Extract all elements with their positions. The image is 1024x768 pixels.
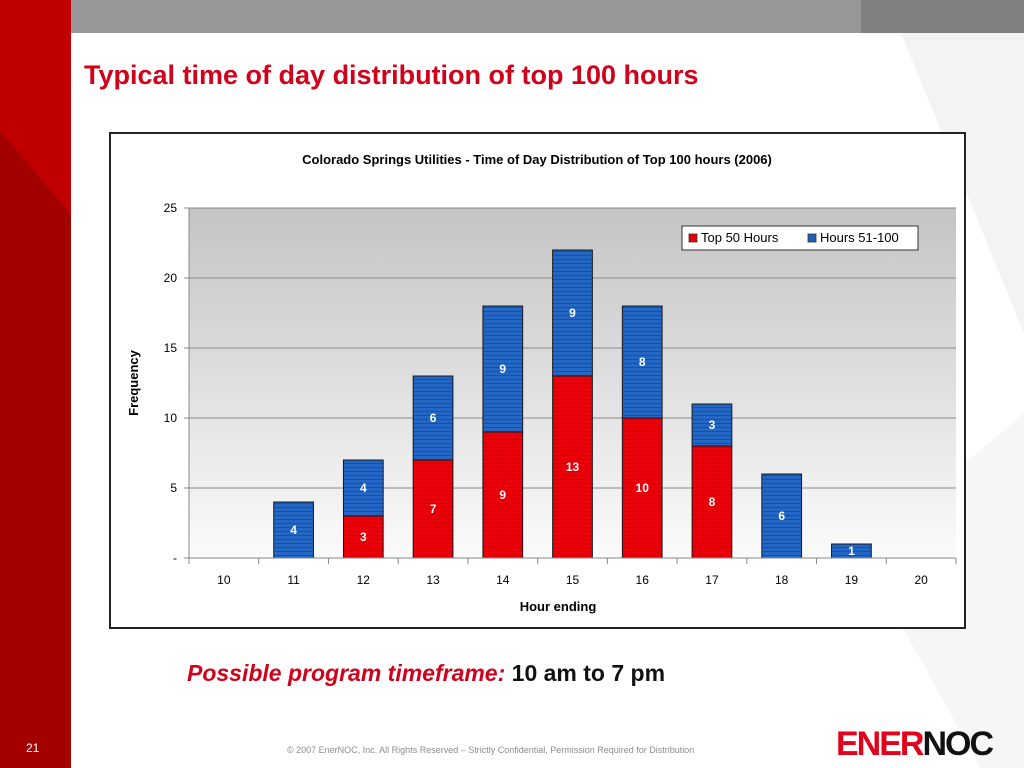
x-tick-label: 20 xyxy=(914,573,928,587)
data-label: 10 xyxy=(636,481,650,495)
bar-segment xyxy=(482,305,524,433)
y-tick-label: 10 xyxy=(164,411,178,425)
x-tick-label: 17 xyxy=(705,573,719,587)
program-timeframe-label: Possible program timeframe: xyxy=(187,660,506,686)
x-tick-label: 13 xyxy=(426,573,440,587)
legend-label-top50: Top 50 Hours xyxy=(701,230,779,245)
y-axis-title: Frequency xyxy=(126,349,141,416)
y-tick-label: 5 xyxy=(170,481,177,495)
bar-segment xyxy=(621,417,663,559)
data-label: 7 xyxy=(430,502,437,516)
x-tick-label: 19 xyxy=(845,573,859,587)
data-label: 8 xyxy=(639,355,646,369)
data-label: 3 xyxy=(360,530,367,544)
enernoc-logo: ENERNOC xyxy=(836,724,994,764)
y-axis-ticks: - 5 10 15 20 25 xyxy=(164,201,190,565)
legend-swatch-top50 xyxy=(688,233,698,243)
bar-segment xyxy=(691,403,733,447)
data-labels: 4 3 4 7 6 9 9 13 9 10 8 8 3 6 1 xyxy=(290,306,855,558)
data-label: 13 xyxy=(566,460,580,474)
data-label: 8 xyxy=(709,495,716,509)
legend-label-51-100: Hours 51-100 xyxy=(820,230,899,245)
left-band-shading xyxy=(0,130,71,768)
x-tick-label: 12 xyxy=(357,573,371,587)
y-tick-label: 20 xyxy=(164,271,178,285)
y-tick-label: 25 xyxy=(164,201,178,215)
slide-title: Typical time of day distribution of top … xyxy=(84,60,699,90)
y-tick-label: 15 xyxy=(164,341,178,355)
data-label: 4 xyxy=(360,481,367,495)
x-axis-title: Hour ending xyxy=(520,599,597,614)
bar-segment xyxy=(621,305,663,419)
logo-noc: NOC xyxy=(922,725,994,763)
bar-segment xyxy=(412,459,454,559)
data-label: 4 xyxy=(290,523,297,537)
legend-swatch-51-100 xyxy=(807,233,817,243)
data-label: 9 xyxy=(569,306,576,320)
bars xyxy=(273,249,872,559)
chart-title: Colorado Springs Utilities - Time of Day… xyxy=(302,152,772,167)
program-timeframe: Possible program timeframe: 10 am to 7 p… xyxy=(187,660,665,687)
data-label: 6 xyxy=(430,411,437,425)
bar-segment xyxy=(691,445,733,559)
x-tick-label: 16 xyxy=(636,573,650,587)
stacked-bar-chart: Colorado Springs Utilities - Time of Day… xyxy=(126,152,957,614)
top-banner xyxy=(71,0,861,33)
x-axis-ticks: 10 11 12 13 14 15 16 17 18 19 20 xyxy=(188,558,957,587)
top-banner-corner xyxy=(861,0,1024,33)
data-label: 1 xyxy=(848,544,855,558)
bar-segment xyxy=(482,431,524,559)
bar-segment xyxy=(342,459,384,517)
bar-segment xyxy=(552,375,593,559)
x-tick-label: 18 xyxy=(775,573,789,587)
data-label: 3 xyxy=(709,418,716,432)
data-label: 9 xyxy=(499,362,506,376)
data-label: 9 xyxy=(499,488,506,502)
legend: Top 50 Hours Hours 51-100 xyxy=(681,225,919,251)
x-tick-label: 14 xyxy=(496,573,510,587)
copyright-notice: © 2007 EnerNOC, Inc. All Rights Reserved… xyxy=(287,745,695,755)
y-tick-label: - xyxy=(173,551,177,565)
slide-number: 21 xyxy=(26,741,40,755)
bar-segment xyxy=(412,375,454,461)
x-tick-label: 11 xyxy=(287,573,300,587)
program-timeframe-value: 10 am to 7 pm xyxy=(511,660,666,686)
bar-segment xyxy=(552,249,593,377)
data-label: 6 xyxy=(778,509,785,523)
bar-segment xyxy=(761,473,803,559)
x-tick-label: 10 xyxy=(217,573,231,587)
logo-ener: ENER xyxy=(836,725,924,763)
x-tick-label: 15 xyxy=(566,573,580,587)
